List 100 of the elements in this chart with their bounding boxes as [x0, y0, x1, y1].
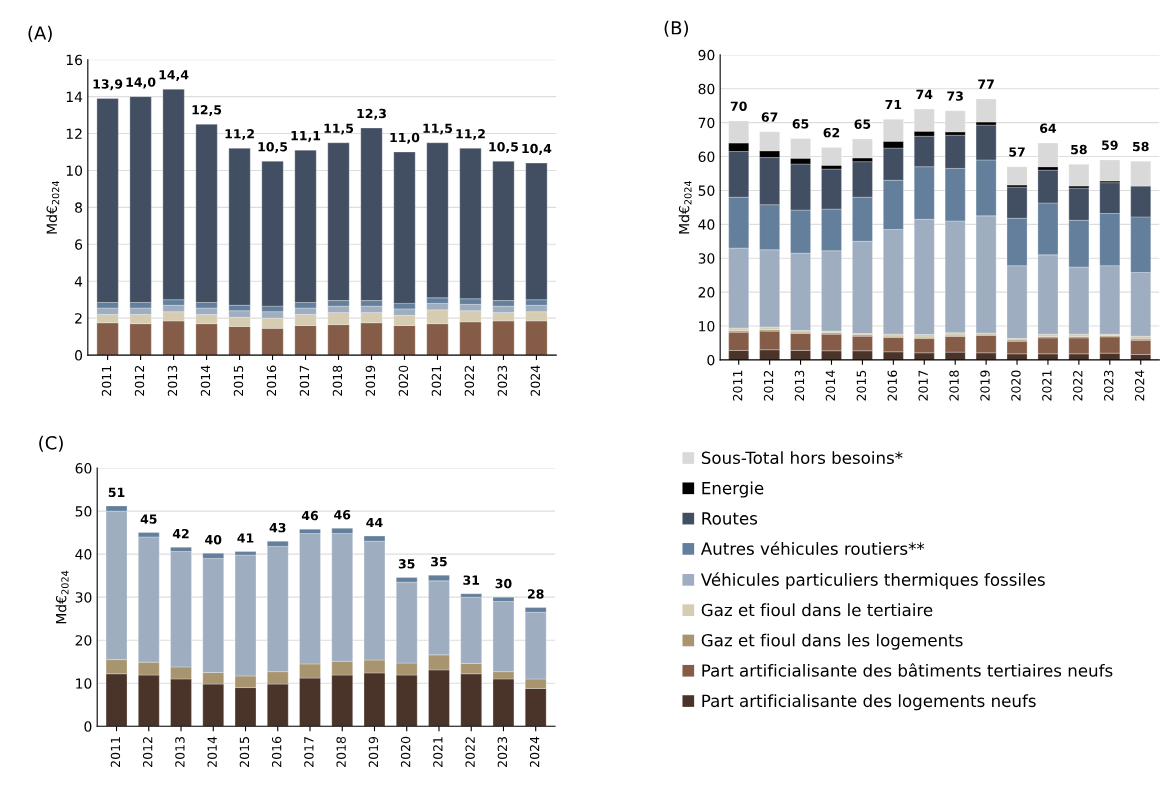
x-tick-label: 2024 — [1134, 370, 1145, 401]
x-tick-label: 2012 — [134, 366, 145, 396]
total-label: 28 — [528, 589, 544, 599]
total-label: 41 — [237, 533, 254, 543]
x-tick-label: 2023 — [497, 365, 508, 396]
y-tick-label: 70 — [698, 117, 715, 129]
x-tick-label: 2022 — [1073, 370, 1083, 401]
total-label: 11,0 — [390, 132, 420, 144]
legend-label: Routes — [702, 512, 758, 525]
legend-label: Part artificialisante des bâtiments tertiaires neufs — [702, 663, 1113, 677]
total-label: 51 — [108, 487, 125, 498]
y-tick-label: 10 — [66, 165, 83, 176]
x-tick-label: 2019 — [980, 370, 990, 401]
total-label: 64 — [1040, 123, 1057, 133]
total-label: 73 — [947, 91, 963, 101]
x-tick-label: 2011 — [732, 370, 743, 401]
total-label: 31 — [463, 575, 480, 585]
x-tick-label: 2020 — [1011, 370, 1021, 401]
x-tick-label: 2021 — [431, 365, 442, 396]
x-tick-label: 2013 — [175, 737, 185, 767]
x-tick-label: 2018 — [336, 736, 346, 767]
x-tick-label: 2019 — [368, 736, 379, 767]
y-tick-label: 8 — [75, 202, 83, 213]
x-tick-label: 2017 — [304, 737, 314, 767]
y-tick-label: 14 — [66, 91, 83, 102]
y-tick-label: 60 — [698, 151, 715, 163]
x-tick-label: 2022 — [465, 737, 475, 767]
total-label: 14,4 — [159, 70, 189, 82]
x-tick-label: 2024 — [529, 736, 540, 767]
total-label: 11,5 — [423, 123, 453, 135]
total-label: 11,5 — [324, 123, 354, 135]
x-tick-label: 2014 — [200, 365, 211, 396]
y-tick-label: 10 — [76, 678, 92, 689]
y-tick-label: 40 — [75, 549, 92, 560]
total-label: 11,1 — [291, 131, 321, 142]
y-tick-label: 4 — [74, 276, 83, 287]
total-label: 67 — [761, 112, 778, 122]
x-tick-label: 2015 — [856, 370, 867, 401]
x-tick-label: 2021 — [1042, 370, 1052, 401]
y-tick-label: 10 — [699, 321, 715, 332]
total-label: 57 — [1009, 147, 1025, 157]
x-tick-label: 2023 — [1103, 370, 1114, 401]
x-tick-label: 2016 — [271, 736, 282, 767]
x-tick-label: 2020 — [398, 365, 409, 396]
chart-title: (B) — [664, 20, 688, 37]
total-label: 12,3 — [357, 108, 386, 120]
total-label: 70 — [730, 101, 747, 111]
y-tick-label: 40 — [698, 219, 715, 230]
y-tick-label: 0 — [84, 721, 92, 732]
y-tick-label: 16 — [66, 54, 83, 66]
y-tick-label: 20 — [698, 287, 715, 298]
x-tick-label: 2022 — [464, 366, 475, 396]
total-label: 45 — [140, 514, 157, 524]
legend-label: Gaz et fioul dans les logements — [701, 633, 963, 650]
total-label: 71 — [885, 99, 902, 110]
x-tick-label: 2015 — [233, 365, 244, 396]
x-tick-label: 2021 — [433, 737, 443, 767]
total-label: 14,0 — [126, 77, 156, 89]
total-label: 13,9 — [93, 79, 123, 91]
x-tick-label: 2017 — [918, 370, 928, 401]
total-label: 77 — [978, 79, 994, 89]
total-label: 62 — [823, 127, 840, 138]
total-label: 10,4 — [522, 143, 552, 155]
total-label: 44 — [366, 517, 383, 528]
total-label: 65 — [854, 119, 871, 129]
total-label: 43 — [269, 522, 286, 533]
total-label: 58 — [1133, 141, 1149, 152]
total-label: 59 — [1102, 140, 1118, 150]
y-axis-title: Md€$_{2024}$ — [678, 180, 692, 234]
x-tick-label: 2016 — [887, 370, 897, 401]
x-tick-label: 2019 — [365, 365, 376, 396]
total-label: 30 — [495, 578, 512, 589]
y-tick-label: 90 — [698, 49, 715, 61]
x-tick-label: 2023 — [497, 737, 508, 767]
x-tick-label: 2017 — [299, 365, 310, 396]
x-tick-label: 2018 — [332, 365, 343, 396]
y-axis-title: Md€$_{2024}$ — [46, 180, 60, 234]
x-tick-label: 2018 — [949, 370, 959, 401]
total-label: 35 — [431, 556, 447, 567]
y-tick-label: 20 — [75, 635, 92, 646]
x-tick-label: 2015 — [239, 737, 250, 767]
total-label: 40 — [205, 534, 222, 545]
y-axis-title: Md€$_{2024}$ — [55, 570, 69, 624]
y-tick-label: 0 — [75, 350, 83, 361]
legend-label: Sous-Total hors besoins* — [701, 451, 903, 465]
y-tick-label: 60 — [75, 463, 92, 474]
y-tick-label: 0 — [707, 354, 715, 366]
total-label: 10,5 — [489, 141, 518, 154]
legend-label: Energie — [702, 481, 764, 498]
chart-title: (A) — [28, 25, 52, 42]
total-label: 35 — [398, 559, 415, 569]
total-label: 11,2 — [225, 129, 254, 141]
chart-title: (C) — [39, 435, 63, 452]
y-tick-label: 2 — [75, 313, 82, 324]
y-tick-label: 50 — [698, 185, 715, 196]
y-tick-label: 6 — [75, 239, 83, 250]
x-tick-label: 2011 — [101, 365, 112, 396]
y-tick-label: 12 — [66, 128, 82, 139]
x-tick-label: 2011 — [110, 737, 121, 767]
total-label: 74 — [916, 89, 933, 99]
